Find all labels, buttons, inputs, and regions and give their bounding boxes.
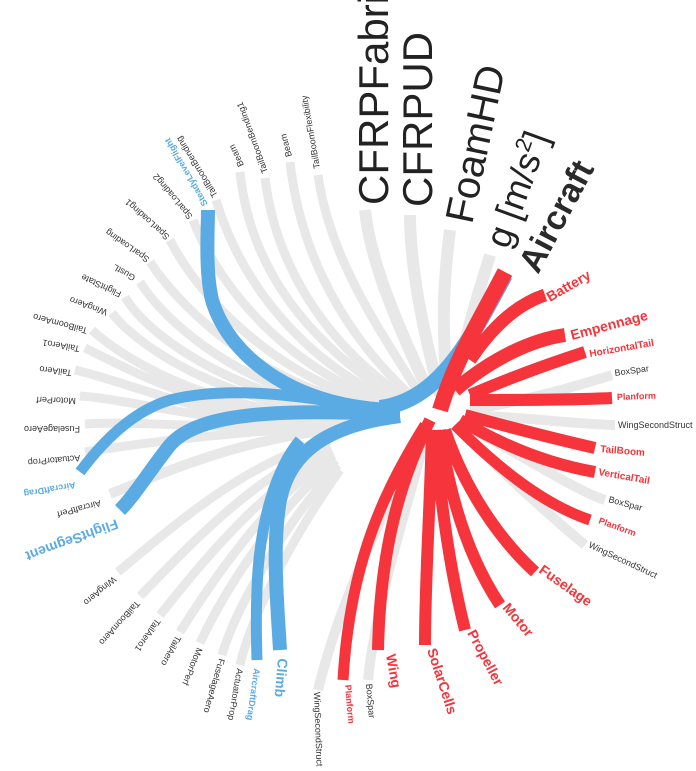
label-actuator-prop-1: ActuatorProp xyxy=(27,453,80,468)
label-wing-aero-1: WingAero xyxy=(68,295,109,318)
label-aircraft-drag-2: AircraftDrag xyxy=(245,668,262,721)
branch-solar-cells xyxy=(419,429,438,646)
branch-trunk-red xyxy=(432,268,513,413)
label-flight-segment: FlightSegment xyxy=(23,516,120,564)
branch-tailboom xyxy=(463,409,597,454)
label-fuselage: Fuselage xyxy=(536,561,595,609)
label-gust-l: GustL xyxy=(111,262,137,283)
label-motor: Motor xyxy=(500,600,538,640)
label-actuator-prop-2: ActuatorProp xyxy=(226,668,245,721)
label-propeller: Propeller xyxy=(464,627,507,689)
label-tailboom-flexibility: TailBoomFlexibility xyxy=(299,94,322,169)
label-tailboom-aero-1: TailBoomAero xyxy=(32,312,89,336)
label-empennage: Empennage xyxy=(569,307,650,343)
label-battery: Battery xyxy=(544,267,594,305)
label-boxspar-2: BoxSpar xyxy=(607,494,643,513)
branch-tailboom-bending xyxy=(211,198,397,407)
label-fuselage-aero-2: FuselageAero xyxy=(202,657,227,714)
branch-tailboom-flexibility xyxy=(313,174,424,398)
label-tailboom-aero-2: TailBoomAero xyxy=(97,599,142,647)
branch-fuselage xyxy=(439,428,540,577)
label-wing-second-struct-3: WingSecondStruct xyxy=(312,692,325,767)
branch-spar-loading-1 xyxy=(165,237,387,411)
blue-branches xyxy=(75,209,513,661)
label-wing: Wing xyxy=(383,653,405,689)
label-tail-aero-2a: TailAero1 xyxy=(133,617,163,653)
label-vertical-tail: VerticalTail xyxy=(597,467,650,487)
label-beam-1: Beam xyxy=(278,133,294,158)
branch-horizontal-tail xyxy=(467,346,587,401)
branch-climb xyxy=(268,409,401,651)
branch-cfrp-fabric xyxy=(359,209,436,398)
label-beam-2: Beam xyxy=(227,143,246,169)
branch-battery xyxy=(464,288,548,364)
branch-beam-2 xyxy=(235,171,403,404)
branch-aircraft-drag-1 xyxy=(75,387,396,476)
top-labels: CFRPFabric CFRPUD FoamHD g [m/s2] Aircra… xyxy=(350,0,602,279)
branch-planform-1 xyxy=(469,392,613,406)
label-fuselage-aero-1: FuselageAero xyxy=(24,424,80,434)
label-climb: Climb xyxy=(272,658,291,698)
label-aircraft-perf: AircraftPerf xyxy=(56,498,103,519)
branch-flight-segment xyxy=(114,405,396,515)
label-wing-aero-2: WingAero xyxy=(81,574,118,607)
red-branches xyxy=(337,268,613,681)
label-planform-2: Planform xyxy=(597,515,637,538)
label-wing-second-struct-1: WingSecondStruct xyxy=(618,420,693,430)
branch-cfrp-ud xyxy=(404,214,446,397)
label-motor-perf-1: MotorPerf xyxy=(36,395,76,406)
label-tail-aero-1a: TailAero1 xyxy=(42,338,81,354)
branch-aircraft-drag-2 xyxy=(250,436,305,661)
label-boxspar-3: BoxSpar xyxy=(364,683,377,718)
label-planform-3: Planform xyxy=(343,684,356,724)
label-tailboom: TailBoom xyxy=(600,444,646,459)
label-flight-state: FlightState xyxy=(80,272,123,299)
label-tail-aero-1b: TailAero xyxy=(39,364,72,378)
label-spar-loading: SparLoading xyxy=(104,227,152,264)
branch-motor-perf-2 xyxy=(195,456,339,645)
label-boxspar-1: BoxSpar xyxy=(614,363,650,378)
label-cfrp-ud: CFRPUD xyxy=(394,32,441,207)
branch-planform-2 xyxy=(451,421,592,526)
label-horizontal-tail: HorizontalTail xyxy=(589,338,656,360)
branch-motor xyxy=(434,429,505,609)
branch-planform-3 xyxy=(337,422,430,681)
label-aircraft-drag-1: AircraftDrag xyxy=(23,480,76,499)
label-tail-aero-2b: TailAero xyxy=(159,634,183,667)
label-planform-1: Planform xyxy=(617,391,656,402)
branch-vertical-tail xyxy=(456,414,597,478)
label-motor-perf-2: MotorPerf xyxy=(180,646,204,687)
label-wing-second-struct-2: WingSecondStruct xyxy=(587,540,659,581)
branch-tail-aero-2b xyxy=(176,451,337,635)
label-spar-loading-1: SparLoading1 xyxy=(123,197,171,242)
branch-actuator-prop-1 xyxy=(84,421,336,457)
branch-empennage xyxy=(450,328,567,396)
branch-boxspar-1 xyxy=(469,370,614,415)
branch-tailboom-bending-1 xyxy=(260,177,408,402)
branch-beam-1 xyxy=(285,161,414,399)
label-solar-cells: SolarCells xyxy=(424,646,460,716)
label-cfrp-fabric: CFRPFabric xyxy=(350,0,397,205)
branch-tail-aero-2a xyxy=(156,446,335,618)
